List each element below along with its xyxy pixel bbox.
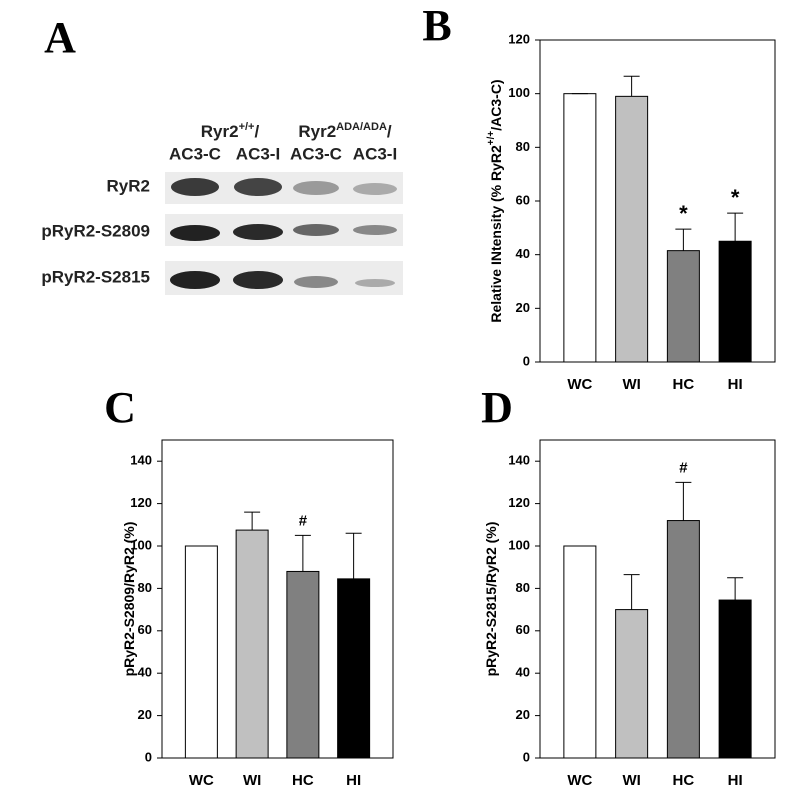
y-tick-label: 80 xyxy=(516,580,530,595)
y-tick-label: 20 xyxy=(138,707,152,722)
y-tick-label: 0 xyxy=(523,749,530,764)
column-label: AC3-C xyxy=(169,144,221,163)
error-bar xyxy=(623,574,640,610)
x-tick-label: WC xyxy=(567,772,592,789)
column-label: AC3-C xyxy=(290,144,342,163)
group-sup: +/+ xyxy=(239,121,255,133)
y-tick-label: 120 xyxy=(508,495,530,510)
error-bar xyxy=(675,228,692,251)
group-name: Ryr2 xyxy=(201,122,239,141)
column-label: AC3-I xyxy=(236,144,280,163)
y-tick-label: 100 xyxy=(508,85,530,100)
y-label-sup: +/+ xyxy=(486,131,497,146)
plot-frame xyxy=(539,39,776,363)
panel-letter: C xyxy=(104,383,136,432)
error-bar xyxy=(294,534,311,572)
group-sup: ADA/ADA xyxy=(336,121,387,133)
annotation: # xyxy=(299,512,308,529)
y-tick-label: 60 xyxy=(516,622,530,637)
y-axis-label: Relative INtensity (% RyR2+/+/AC3-C) xyxy=(486,79,504,322)
group-header: Ryr2+/+/ xyxy=(201,121,260,142)
group-end: / xyxy=(387,122,392,141)
plot-frame xyxy=(539,439,776,759)
y-tick-label: 0 xyxy=(145,749,152,764)
group-header: Ryr2ADA/ADA/ xyxy=(298,121,392,142)
y-axis-label: pRyR2-S2809/RyR2 (%) xyxy=(121,522,137,677)
bar xyxy=(718,599,752,759)
error-bar xyxy=(727,212,744,242)
panel-letter: D xyxy=(481,383,513,432)
x-tick-label: WC xyxy=(567,376,592,393)
row-label: pRyR2-S2815 xyxy=(41,267,150,286)
error-bar xyxy=(675,481,692,521)
x-tick-label: WI xyxy=(622,772,640,789)
bar xyxy=(286,570,320,759)
x-tick-label: WI xyxy=(243,772,261,789)
row-label: RyR2 xyxy=(107,176,150,195)
bar xyxy=(666,250,700,363)
y-tick-label: 40 xyxy=(138,665,152,680)
x-tick-label: HC xyxy=(673,376,695,393)
y-label-text: Relative INtensity (% RyR2 xyxy=(488,145,504,323)
y-tick-label: 100 xyxy=(508,537,530,552)
y-tick-label: 140 xyxy=(130,453,152,468)
x-tick-label: HC xyxy=(673,772,695,789)
bar xyxy=(718,240,752,363)
bar xyxy=(666,520,700,759)
bar xyxy=(235,529,269,759)
y-tick-label: 20 xyxy=(516,707,530,722)
error-bar xyxy=(345,532,362,579)
y-label-end: /AC3-C) xyxy=(488,79,504,130)
y-tick-label: 120 xyxy=(508,31,530,46)
y-tick-label: 80 xyxy=(516,139,530,154)
bar xyxy=(563,93,597,363)
panel-letter: A xyxy=(44,13,76,62)
x-tick-label: WC xyxy=(189,772,214,789)
bar xyxy=(615,609,649,759)
error-bar xyxy=(623,75,640,97)
y-tick-label: 20 xyxy=(516,300,530,315)
y-tick-label: 60 xyxy=(516,192,530,207)
y-tick-label: 120 xyxy=(130,495,152,510)
bar xyxy=(563,545,597,759)
group-end: / xyxy=(254,122,259,141)
bar xyxy=(615,95,649,363)
y-tick-label: 140 xyxy=(508,453,530,468)
error-bar xyxy=(244,511,261,531)
panel-letter: B xyxy=(422,1,451,50)
x-tick-label: HI xyxy=(728,772,743,789)
y-tick-label: 40 xyxy=(516,665,530,680)
x-tick-label: WI xyxy=(622,376,640,393)
blot-panel: Ryr2+/+/ Ryr2ADA/ADA/ AC3-C AC3-I AC3-C … xyxy=(41,121,403,295)
x-tick-label: HC xyxy=(292,772,314,789)
annotation: * xyxy=(679,201,688,226)
bar xyxy=(184,545,218,759)
column-label: AC3-I xyxy=(353,144,397,163)
y-tick-label: 60 xyxy=(138,622,152,637)
blot-bands xyxy=(170,178,397,289)
plot-frame xyxy=(161,439,394,759)
bar xyxy=(337,578,371,759)
annotation: * xyxy=(731,185,740,210)
row-label: pRyR2-S2809 xyxy=(41,221,150,240)
y-label-text: pRyR2-S2815/RyR2 (%) xyxy=(483,522,499,677)
y-tick-label: 100 xyxy=(130,537,152,552)
error-bar xyxy=(727,577,744,601)
y-axis-label: pRyR2-S2815/RyR2 (%) xyxy=(483,522,499,677)
x-tick-label: HI xyxy=(728,376,743,393)
annotation: # xyxy=(679,459,688,476)
x-tick-label: HI xyxy=(346,772,361,789)
y-tick-label: 0 xyxy=(523,353,530,368)
y-tick-label: 40 xyxy=(516,246,530,261)
y-tick-label: 80 xyxy=(138,580,152,595)
group-name: Ryr2 xyxy=(298,122,336,141)
y-label-text: pRyR2-S2809/RyR2 (%) xyxy=(121,522,137,677)
